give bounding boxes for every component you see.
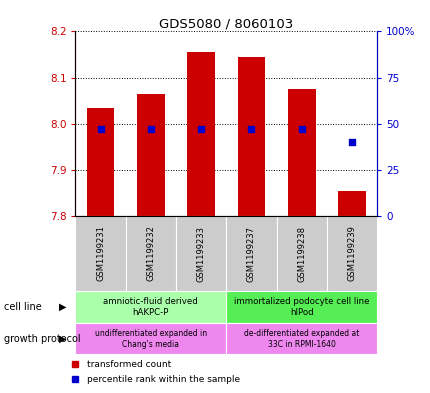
Point (97, 126, 104, 132)
Point (147, 126, 154, 132)
Text: undifferentiated expanded in
Chang's media: undifferentiated expanded in Chang's med… (95, 329, 206, 349)
Text: de-differentiated expanded at
33C in RPMI-1640: de-differentiated expanded at 33C in RPM… (243, 329, 359, 349)
Text: GSM1199239: GSM1199239 (347, 226, 356, 281)
Bar (338, 191, 365, 216)
Text: GSM1199237: GSM1199237 (246, 226, 255, 281)
Bar (226, 291, 376, 323)
Bar (237, 57, 264, 216)
Bar (226, 323, 376, 354)
Text: GSM1199232: GSM1199232 (146, 226, 155, 281)
Text: immortalized podocyte cell line
hIPod: immortalized podocyte cell line hIPod (233, 297, 369, 317)
Text: GSM1199231: GSM1199231 (96, 226, 105, 281)
Text: percentile rank within the sample: percentile rank within the sample (87, 375, 240, 384)
Text: transformed count: transformed count (87, 360, 171, 369)
Text: growth protocol: growth protocol (4, 334, 81, 343)
Bar (226, 216, 276, 291)
Bar (86, 108, 114, 216)
Bar (276, 216, 326, 291)
Text: amniotic-fluid derived
hAKPC-P: amniotic-fluid derived hAKPC-P (103, 297, 198, 317)
Text: GSM1199233: GSM1199233 (196, 226, 205, 281)
Point (247, 126, 254, 132)
Bar (75, 291, 226, 323)
Bar (75, 323, 226, 354)
Text: ▶: ▶ (58, 302, 66, 312)
Point (298, 126, 304, 132)
Text: cell line: cell line (4, 302, 42, 312)
Text: GSM1199238: GSM1199238 (297, 226, 305, 281)
Text: ▶: ▶ (58, 334, 66, 343)
Bar (187, 52, 215, 216)
Title: GDS5080 / 8060103: GDS5080 / 8060103 (159, 17, 293, 30)
Bar (326, 216, 376, 291)
Point (197, 126, 204, 132)
Bar (75, 216, 126, 291)
Bar (137, 94, 164, 216)
Bar (175, 216, 226, 291)
Bar (126, 216, 175, 291)
Point (348, 139, 355, 145)
Bar (287, 89, 315, 216)
